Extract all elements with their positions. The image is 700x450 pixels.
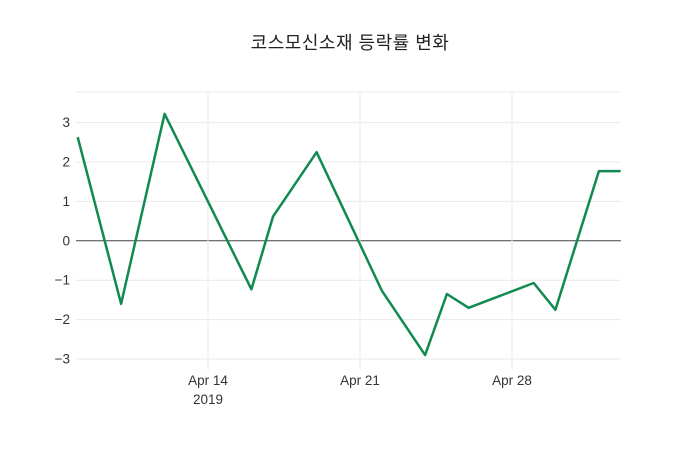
x-tick-label: Apr 21: [340, 373, 380, 388]
x-tick-label: Apr 28: [492, 373, 532, 388]
chart-title: 코스모신소재 등락률 변화: [250, 33, 450, 53]
y-tick-label: 2: [62, 155, 70, 170]
series-line: [76, 112, 621, 357]
y-tick-label: −2: [55, 312, 70, 327]
y-tick-label: −3: [55, 352, 70, 367]
y-tick-label: 1: [62, 194, 70, 209]
y-tick-label: 3: [62, 115, 70, 130]
x-tick-year-label: 2019: [193, 392, 223, 407]
y-tick-label: 0: [62, 233, 70, 248]
x-tick-label: Apr 14: [188, 373, 228, 388]
y-tick-label: −1: [55, 273, 70, 288]
